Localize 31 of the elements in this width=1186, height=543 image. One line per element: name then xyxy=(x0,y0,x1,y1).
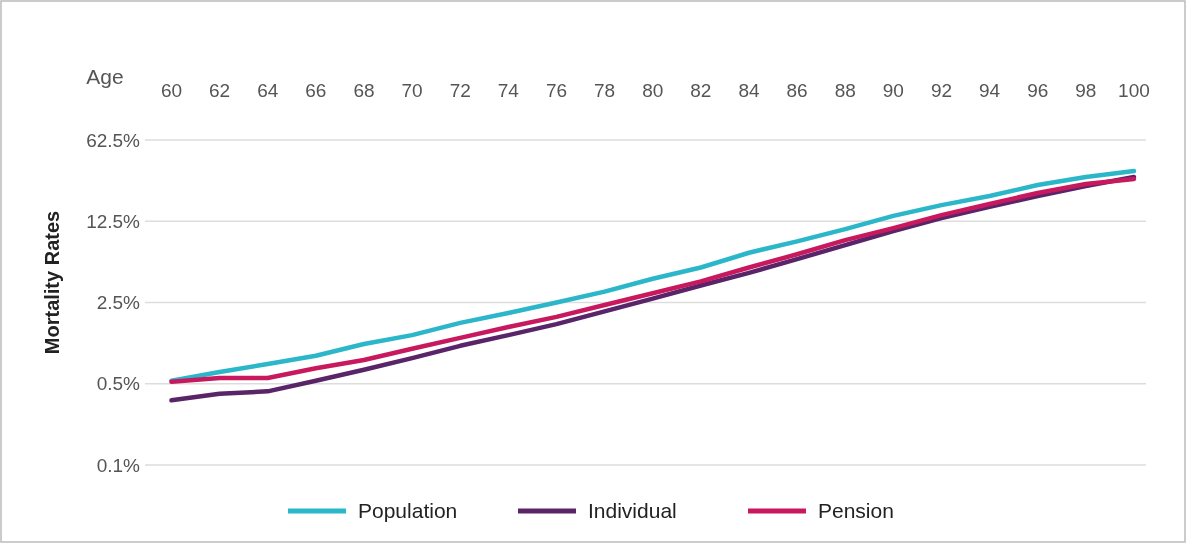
y-axis-title: Mortality Rates xyxy=(41,210,63,355)
x-tick-label: 70 xyxy=(401,79,423,101)
x-tick-label: 62 xyxy=(209,79,231,101)
x-tick-label: 98 xyxy=(1075,79,1097,101)
x-tick-label: 94 xyxy=(979,79,1001,101)
x-tick-label: 96 xyxy=(1027,79,1049,101)
x-tick-label: 78 xyxy=(594,79,616,101)
x-tick-label: 100 xyxy=(1118,79,1150,101)
y-tick-label: 62.5% xyxy=(86,129,141,151)
x-tick-label: 72 xyxy=(449,79,471,101)
x-axis-title: Age xyxy=(86,65,124,89)
x-tick-label: 92 xyxy=(930,79,953,101)
x-tick-label: 90 xyxy=(882,79,904,101)
legend-label: Pension xyxy=(818,499,894,523)
x-tick-label: 60 xyxy=(160,79,183,101)
x-tick-label: 64 xyxy=(257,79,279,101)
x-tick-label: 68 xyxy=(353,79,375,101)
x-tick-label: 88 xyxy=(834,79,856,101)
x-tick-label: 82 xyxy=(690,79,712,101)
y-tick-label: 2.5% xyxy=(96,292,141,314)
x-tick-label: 80 xyxy=(642,79,664,101)
x-tick-label: 74 xyxy=(497,79,520,101)
y-tick-label: 12.5% xyxy=(86,210,141,232)
x-tick-label: 76 xyxy=(545,79,568,101)
x-tick-label: 84 xyxy=(738,79,760,101)
y-tick-label: 0.5% xyxy=(96,373,141,395)
legend-label: Individual xyxy=(588,499,677,523)
x-tick-label: 86 xyxy=(786,79,808,101)
x-tick-label: 66 xyxy=(305,79,327,101)
legend-label: Population xyxy=(358,499,458,523)
y-tick-label: 0.1% xyxy=(96,454,141,476)
